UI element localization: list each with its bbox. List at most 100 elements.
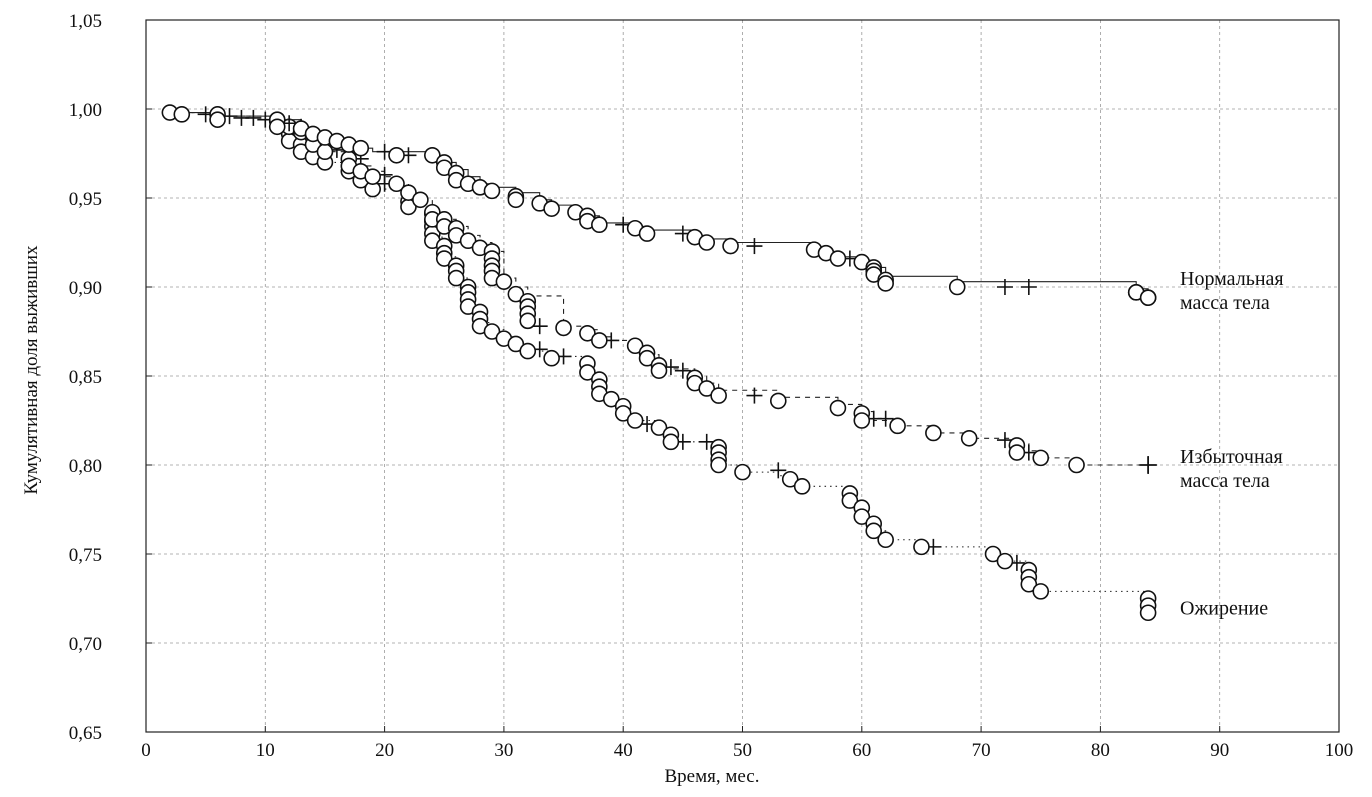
legend-ожирение: Ожирение: [1139, 590, 1268, 622]
x-tick-label: 60: [852, 740, 871, 761]
event-marker: [614, 405, 632, 422]
event-marker: [602, 390, 620, 408]
event-marker: [710, 387, 727, 404]
x-tick-label: 20: [375, 740, 394, 761]
y-axis-title: Кумулятивная доля выживших: [21, 245, 42, 495]
event-marker: [400, 184, 417, 201]
event-marker: [829, 250, 847, 267]
event-marker: [626, 337, 644, 355]
y-axis-ticks: 0,65 0,70 0,75 0,80 0,85 0,90 0,95 1,00 1,05: [69, 11, 152, 744]
series-ожирение: [169, 112, 1149, 600]
y-tick-label: 0,85: [69, 367, 102, 388]
event-marker: [483, 182, 501, 200]
series-line: [169, 112, 1149, 466]
event-marker: [638, 225, 656, 242]
event-marker: [650, 362, 668, 379]
y-tick-label: 0,80: [69, 456, 102, 477]
event-marker: [579, 324, 596, 342]
y-tick-label: 0,65: [69, 723, 102, 744]
event-marker: [412, 191, 429, 209]
event-marker: [793, 478, 811, 495]
event-marker: [626, 412, 644, 429]
event-marker: [877, 531, 894, 549]
event-marker: [996, 552, 1014, 570]
event-marker: [925, 424, 942, 442]
event-marker: [555, 319, 572, 337]
censor-cross: [746, 387, 763, 404]
y-tick-label: 1,00: [69, 100, 102, 121]
event-marker: [662, 433, 680, 451]
event-marker: [519, 342, 537, 360]
event-marker: [650, 419, 668, 436]
legend-label: масса тела: [1180, 470, 1270, 492]
event-marker: [1020, 575, 1038, 593]
event-marker: [841, 492, 859, 509]
event-marker: [638, 349, 656, 367]
censor-cross: [1020, 279, 1037, 295]
event-marker: [543, 200, 560, 217]
event-marker: [722, 237, 739, 255]
event-marker: [316, 143, 334, 161]
censor-cross: [531, 318, 548, 335]
event-marker: [435, 250, 453, 267]
grid-layer: [146, 20, 1339, 732]
event-marker: [209, 111, 226, 128]
x-tick-label: 50: [733, 740, 752, 761]
event-marker: [769, 392, 787, 410]
event-marker: [1008, 444, 1026, 461]
censor-cross: [877, 410, 894, 427]
y-tick-label: 0,95: [69, 189, 102, 210]
event-marker: [853, 412, 871, 429]
event-marker: [483, 323, 501, 340]
event-marker: [495, 273, 513, 290]
x-tick-label: 30: [494, 740, 513, 761]
x-tick-label: 40: [614, 740, 633, 761]
event-marker: [1068, 456, 1085, 474]
event-marker: [579, 364, 596, 381]
x-tick-label: 100: [1325, 740, 1354, 761]
event-marker: [447, 269, 465, 287]
event-marker: [543, 349, 560, 367]
legend-cross-icon: [1139, 456, 1158, 474]
censor-cross: [770, 462, 787, 479]
event-marker: [352, 139, 370, 157]
legend-circle-icon: [1139, 289, 1157, 306]
censor-cross: [746, 238, 763, 255]
x-axis-title: Время, мес.: [665, 766, 760, 787]
event-marker: [388, 175, 405, 193]
event-marker: [507, 285, 525, 303]
event-marker: [591, 332, 608, 349]
legend-label: Ожирение: [1180, 597, 1268, 619]
event-marker: [781, 470, 799, 488]
event-marker: [698, 380, 716, 397]
event-marker: [507, 335, 525, 353]
censor-cross: [996, 279, 1013, 295]
censor-cross: [245, 109, 262, 126]
event-marker: [388, 146, 405, 164]
x-tick-label: 0: [141, 740, 151, 761]
x-tick-label: 10: [256, 740, 275, 761]
series-нормальная-масса-тела: [161, 104, 1157, 306]
censor-cross: [674, 362, 691, 379]
event-marker: [877, 275, 894, 292]
event-marker: [734, 463, 751, 481]
event-marker: [268, 118, 286, 136]
x-tick-label: 90: [1210, 740, 1229, 761]
event-marker: [507, 191, 525, 209]
series-избыточная-масса-тела: [169, 112, 1157, 474]
series-line: [169, 112, 1149, 592]
event-marker: [364, 168, 381, 185]
legend-label: Избыточная: [1180, 446, 1283, 468]
event-marker: [519, 312, 537, 330]
censor-cross: [996, 432, 1013, 449]
event-marker: [948, 278, 966, 296]
event-marker: [459, 232, 477, 250]
event-marker: [960, 429, 978, 447]
y-tick-label: 0,75: [69, 545, 102, 566]
legend-label: масса тела: [1180, 292, 1270, 314]
event-marker: [1032, 583, 1050, 600]
y-tick-label: 1,05: [69, 11, 102, 32]
